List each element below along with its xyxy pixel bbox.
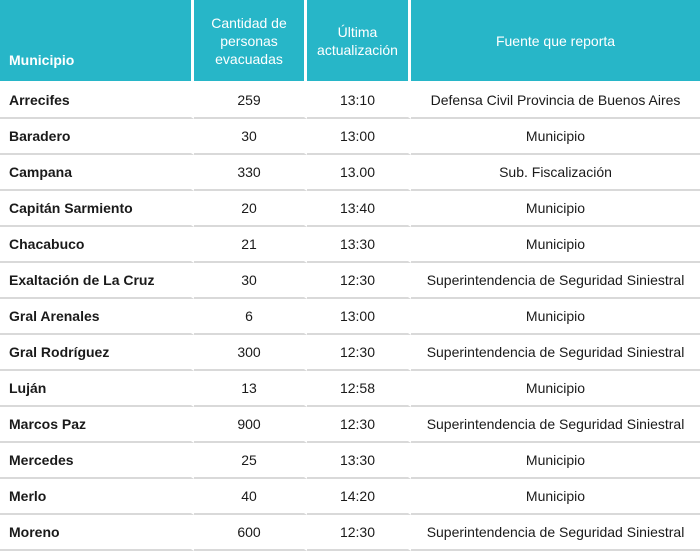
cell-fuente: Municipio bbox=[411, 119, 700, 155]
cell-ultima-actualizacion: 13:00 bbox=[307, 299, 411, 335]
cell-ultima-actualizacion: 13:30 bbox=[307, 227, 411, 263]
cell-ultima-actualizacion: 12:58 bbox=[307, 371, 411, 407]
cell-municipio: Capitán Sarmiento bbox=[0, 191, 194, 227]
cell-fuente: Defensa Civil Provincia de Buenos Aires bbox=[411, 81, 700, 119]
cell-municipio: Moreno bbox=[0, 515, 194, 551]
cell-cantidad: 330 bbox=[194, 155, 307, 191]
cell-ultima-actualizacion: 14:20 bbox=[307, 479, 411, 515]
cell-ultima-actualizacion: 13:00 bbox=[307, 119, 411, 155]
table-row: Moreno 600 12:30 Superintendencia de Seguri… bbox=[0, 515, 700, 551]
cell-fuente: Municipio bbox=[411, 443, 700, 479]
table-row: Campana 330 13.00 Sub. Fiscalización bbox=[0, 155, 700, 191]
cell-cantidad: 30 bbox=[194, 263, 307, 299]
header-municipio: Municipio bbox=[0, 0, 194, 81]
cell-ultima-actualizacion: 12:30 bbox=[307, 515, 411, 551]
cell-cantidad: 30 bbox=[194, 119, 307, 155]
cell-municipio: Luján bbox=[0, 371, 194, 407]
cell-cantidad: 20 bbox=[194, 191, 307, 227]
cell-ultima-actualizacion: 12:30 bbox=[307, 407, 411, 443]
table-row: Baradero 30 13:00 Municipio bbox=[0, 119, 700, 155]
cell-municipio: Marcos Paz bbox=[0, 407, 194, 443]
cell-ultima-actualizacion: 13:40 bbox=[307, 191, 411, 227]
cell-cantidad: 300 bbox=[194, 335, 307, 371]
cell-municipio: Baradero bbox=[0, 119, 194, 155]
cell-municipio: Mercedes bbox=[0, 443, 194, 479]
cell-ultima-actualizacion: 13:10 bbox=[307, 81, 411, 119]
cell-cantidad: 21 bbox=[194, 227, 307, 263]
cell-fuente: Superintendencia de Seguridad Siniestral bbox=[411, 335, 700, 371]
table-row: Capitán Sarmiento 20 13:40 Municipio bbox=[0, 191, 700, 227]
cell-cantidad: 25 bbox=[194, 443, 307, 479]
table-row: Chacabuco 21 13:30 Municipio bbox=[0, 227, 700, 263]
cell-fuente: Municipio bbox=[411, 371, 700, 407]
cell-fuente: Superintendencia de Seguridad Siniestral bbox=[411, 263, 700, 299]
cell-fuente: Municipio bbox=[411, 191, 700, 227]
cell-municipio: Exaltación de La Cruz bbox=[0, 263, 194, 299]
cell-fuente: Sub. Fiscalización bbox=[411, 155, 700, 191]
cell-municipio: Gral Rodríguez bbox=[0, 335, 194, 371]
table-row: Merlo 40 14:20 Municipio bbox=[0, 479, 700, 515]
cell-ultima-actualizacion: 13:30 bbox=[307, 443, 411, 479]
cell-cantidad: 259 bbox=[194, 81, 307, 119]
cell-ultima-actualizacion: 12:30 bbox=[307, 335, 411, 371]
cell-municipio: Merlo bbox=[0, 479, 194, 515]
cell-fuente: Superintendencia de Seguridad Siniestral bbox=[411, 407, 700, 443]
table-row: Mercedes 25 13:30 Municipio bbox=[0, 443, 700, 479]
header-ultima-actualizacion: Última actualización bbox=[307, 0, 411, 81]
table-row: Arrecifes 259 13:10 Defensa Civil Provincia… bbox=[0, 81, 700, 119]
table-row: Exaltación de La Cruz 30 12:30 Superintende… bbox=[0, 263, 700, 299]
cell-cantidad: 40 bbox=[194, 479, 307, 515]
table-row: Gral Arenales 6 13:00 Municipio bbox=[0, 299, 700, 335]
cell-fuente: Municipio bbox=[411, 479, 700, 515]
table-body: Arrecifes 259 13:10 Defensa Civil Provincia… bbox=[0, 81, 700, 551]
header-cantidad: Cantidad de personas evacuadas bbox=[194, 0, 307, 81]
cell-ultima-actualizacion: 13.00 bbox=[307, 155, 411, 191]
cell-municipio: Chacabuco bbox=[0, 227, 194, 263]
table-header-row: Municipio Cantidad de personas evacuadas… bbox=[0, 0, 700, 81]
header-fuente: Fuente que reporta bbox=[411, 0, 700, 81]
table-row: Marcos Paz 900 12:30 Superintendencia de Se… bbox=[0, 407, 700, 443]
table-row: Gral Rodríguez 300 12:30 Superintendencia d… bbox=[0, 335, 700, 371]
cell-municipio: Gral Arenales bbox=[0, 299, 194, 335]
cell-fuente: Municipio bbox=[411, 299, 700, 335]
cell-cantidad: 6 bbox=[194, 299, 307, 335]
cell-cantidad: 900 bbox=[194, 407, 307, 443]
table-row: Luján 13 12:58 Municipio bbox=[0, 371, 700, 407]
cell-fuente: Municipio bbox=[411, 227, 700, 263]
cell-ultima-actualizacion: 12:30 bbox=[307, 263, 411, 299]
cell-fuente: Superintendencia de Seguridad Siniestral bbox=[411, 515, 700, 551]
cell-municipio: Campana bbox=[0, 155, 194, 191]
cell-cantidad: 13 bbox=[194, 371, 307, 407]
cell-municipio: Arrecifes bbox=[0, 81, 194, 119]
